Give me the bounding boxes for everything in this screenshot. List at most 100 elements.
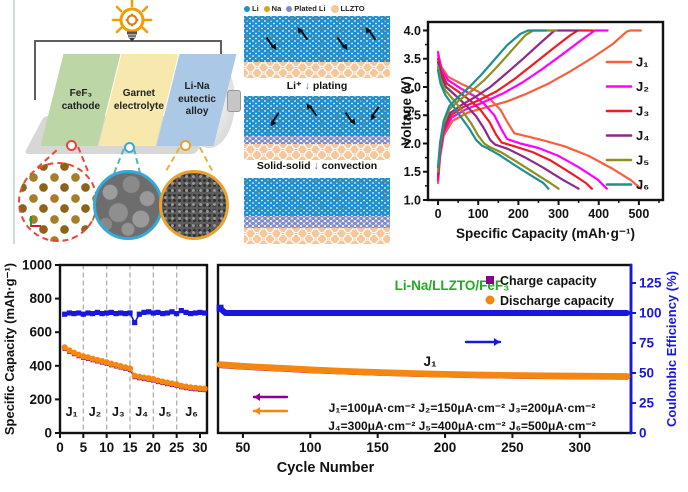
svg-text:200: 200 [508, 207, 529, 221]
crystal-structure-inset [18, 162, 98, 242]
sem-garnet-inset [93, 170, 163, 240]
particle-field [244, 96, 390, 136]
dashed-leader [199, 147, 213, 171]
svg-text:J₅: J₅ [636, 153, 649, 168]
llzto-lattice [244, 228, 390, 244]
svg-text:100: 100 [299, 440, 322, 455]
down-arrow-icon: ↓ [304, 80, 310, 92]
svg-text:J₄: J₄ [135, 405, 148, 419]
svg-text:J₁: J₁ [423, 354, 437, 369]
svg-text:800: 800 [29, 291, 52, 306]
svg-text:200: 200 [434, 440, 457, 455]
svg-text:1.5: 1.5 [404, 165, 421, 179]
svg-text:Charge capacity: Charge capacity [500, 274, 597, 288]
svg-text:600: 600 [29, 325, 52, 340]
plating-stage-3 [244, 178, 390, 244]
na-dot-icon [263, 5, 270, 12]
anode-label: Li-Na eutectic alloy [177, 81, 216, 118]
cycling-performance-chart: 0 5 10 15 20 25 30 50 100 150 200 250 300 0 200 400 600 8… [0, 246, 688, 492]
svg-text:30: 30 [192, 440, 207, 455]
panel-edge-line [13, 0, 15, 244]
battery-terminal [227, 90, 241, 112]
svg-text:20: 20 [146, 440, 161, 455]
svg-text:1.0: 1.0 [404, 194, 421, 208]
svg-text:J₄: J₄ [636, 128, 649, 143]
plated-li-layer [244, 216, 390, 228]
svg-text:300: 300 [569, 440, 592, 455]
svg-text:0: 0 [435, 207, 442, 221]
legend-label-na: Na [271, 4, 282, 13]
svg-text:2.0: 2.0 [404, 137, 421, 151]
svg-text:3.0: 3.0 [404, 80, 421, 94]
svg-text:125: 125 [639, 276, 662, 291]
svg-text:400: 400 [29, 358, 52, 373]
svg-text:50: 50 [235, 440, 250, 455]
svg-text:200: 200 [29, 392, 52, 407]
svg-text:Specific Capacity (mAh·g⁻¹): Specific Capacity (mAh·g⁻¹) [2, 263, 17, 435]
svg-text:150: 150 [366, 440, 389, 455]
svg-text:0: 0 [639, 426, 647, 441]
svg-text:J₃: J₃ [636, 104, 649, 119]
plated-li-layer [244, 136, 390, 144]
svg-text:10: 10 [99, 440, 114, 455]
magnifier-dot-red [66, 140, 77, 151]
svg-text:J₆: J₆ [636, 177, 649, 192]
svg-text:100: 100 [639, 306, 662, 321]
svg-text:50: 50 [639, 366, 654, 381]
svg-text:75: 75 [639, 336, 655, 351]
svg-text:J₂: J₂ [636, 79, 649, 94]
particle-field [244, 16, 390, 62]
electrolyte-label: Garnet electrolyte [113, 87, 164, 112]
plating-stage-2 [244, 96, 390, 160]
plating-stage-1 [244, 16, 390, 78]
legend-label-li: Li [252, 4, 259, 13]
svg-text:25: 25 [169, 440, 185, 455]
svg-text:25: 25 [639, 396, 655, 411]
svg-text:0: 0 [56, 440, 64, 455]
legend-label-llzto: LLZTO [340, 4, 365, 13]
svg-text:Cycle Number: Cycle Number [277, 460, 375, 476]
svg-text:3.5: 3.5 [404, 52, 421, 66]
svg-text:250: 250 [501, 440, 524, 455]
svg-text:Specific Capacity (mAh·g⁻¹): Specific Capacity (mAh·g⁻¹) [456, 226, 635, 241]
convection-caption: Solid-solid ↓ convection [234, 160, 400, 172]
battery-layers: FeF₃ cathode Garnet electrolyte Li-Na eu… [40, 54, 237, 146]
svg-text:100: 100 [468, 207, 489, 221]
legend-label-plated-li: Plated Li [294, 4, 326, 13]
voltage-chart-svg: 0 100 200 300 400 500 1.0 1.5 2.0 2.5 3.0 3.5 4.0 Spe… [399, 20, 665, 241]
svg-text:J₅: J₅ [159, 405, 172, 419]
svg-text:0: 0 [44, 426, 52, 441]
llzto-lattice [244, 62, 390, 78]
svg-text:2.5: 2.5 [404, 109, 421, 123]
battery-schematic-panel: FeF₃ cathode Garnet electrolyte Li-Na eu… [0, 0, 241, 246]
voltage-capacity-chart: 0 100 200 300 400 500 1.0 1.5 2.0 2.5 3.0 3.5 4.0 Spe… [399, 0, 688, 246]
down-arrow-icon: ↓ [313, 160, 319, 172]
svg-text:300: 300 [548, 207, 569, 221]
llzto-dot-icon [330, 4, 339, 13]
plating-schematic-panel: Li Na Plated Li LLZTO Li⁺ ↓ plating [234, 0, 400, 246]
sem-alloy-inset [159, 170, 229, 240]
svg-text:J₁: J₁ [66, 405, 78, 419]
svg-text:J₃: J₃ [112, 405, 125, 419]
particle-field [244, 178, 390, 216]
li-dot-icon [244, 5, 250, 12]
svg-text:Discharge capacity: Discharge capacity [500, 294, 614, 308]
svg-text:J₄=300μA·cm⁻² J₅=400μA·cm⁻²: J₄=300μA·cm⁻² J₅=400μA·cm⁻² J₆=500μA·cm⁻… [328, 419, 595, 433]
caption-solid-solid: Solid-solid [256, 160, 311, 172]
magnifier-dot-orange [180, 140, 191, 151]
plating-caption: Li⁺ ↓ plating [234, 80, 400, 92]
caption-li-plus: Li⁺ [286, 80, 302, 92]
svg-text:Li-Na/LLZTO/FeF₃: Li-Na/LLZTO/FeF₃ [395, 278, 510, 293]
plated-li-dot-icon [286, 5, 293, 12]
svg-text:J₂: J₂ [89, 405, 102, 419]
svg-text:Voltage (V): Voltage (V) [400, 76, 414, 146]
svg-text:500: 500 [628, 207, 649, 221]
svg-text:15: 15 [122, 440, 138, 455]
cycling-chart-svg: 0 5 10 15 20 25 30 50 100 150 200 250 30002004006008… [2, 258, 679, 477]
caption-plating: plating [312, 80, 348, 92]
svg-text:Coulombic Efficiency (%): Coulombic Efficiency (%) [664, 271, 679, 427]
crystal-axes-icon [30, 216, 41, 227]
svg-text:4.0: 4.0 [404, 24, 421, 38]
svg-text:J₁=100μA·cm⁻² J₂=150μA·cm⁻²: J₁=100μA·cm⁻² J₂=150μA·cm⁻² J₃=200μA·cm⁻… [329, 401, 596, 415]
particle-legend: Li Na Plated Li LLZTO [244, 4, 396, 13]
